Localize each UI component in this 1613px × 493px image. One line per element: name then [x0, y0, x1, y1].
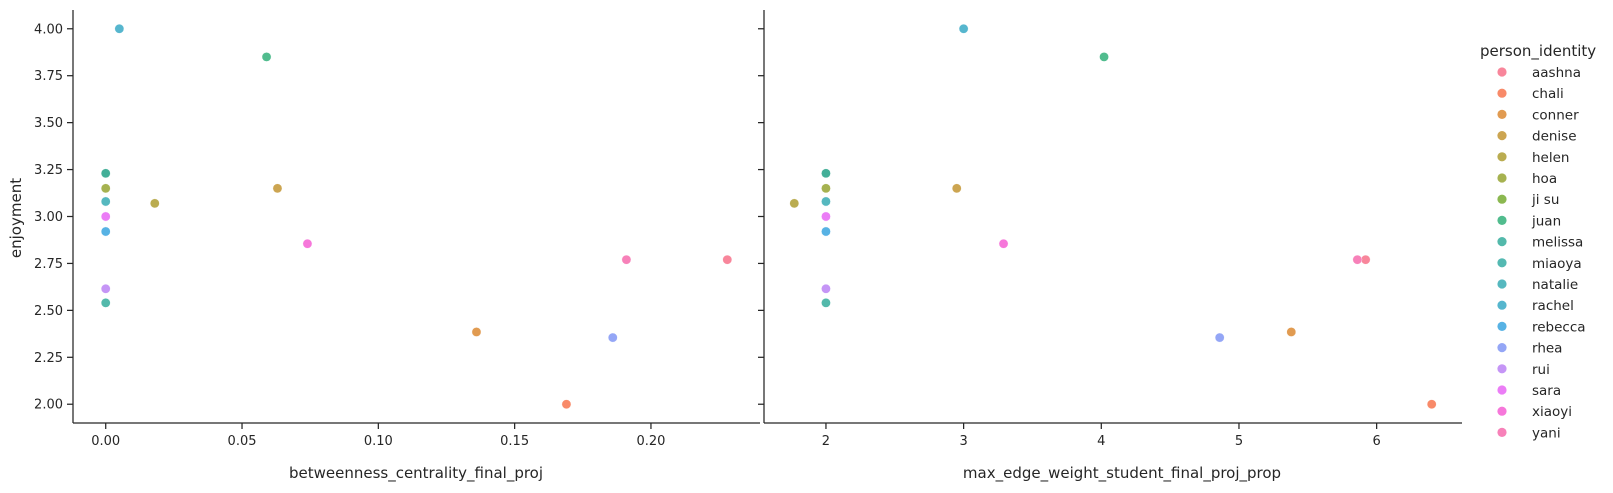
x-tick-label: 3 [959, 434, 967, 449]
legend-marker-juan [1497, 215, 1507, 225]
point-miaoya [100, 168, 111, 179]
legend-label-rhea: rhea [1532, 341, 1562, 357]
point-natalie [100, 196, 111, 207]
legend-marker-xiaoyi [1497, 406, 1507, 416]
legend-label-xiaoyi: xiaoyi [1532, 404, 1572, 420]
x-axis-label-left: betweenness_centrality_final_proj [289, 464, 543, 483]
legend-marker-conner [1497, 109, 1507, 119]
y-tick-label: 2.25 [34, 351, 63, 366]
legend-label-denise: denise [1532, 129, 1577, 145]
legend-marker-hoa [1497, 173, 1507, 183]
y-axis-label: enjoyment [7, 178, 25, 258]
legend-marker-yani [1497, 427, 1507, 437]
legend-marker-rachel [1497, 300, 1507, 310]
legend-label-rebecca: rebecca [1532, 319, 1586, 335]
point-conner [1286, 327, 1297, 337]
legend: aashna chali conner denise helen hoa ji su juan… [1497, 65, 1586, 441]
y-tick-label: 4.00 [34, 22, 63, 37]
legend-title: person_identity [1480, 42, 1596, 61]
point-rachel [958, 23, 969, 34]
point-natalie [821, 196, 831, 207]
point-rhea [1214, 332, 1225, 343]
x-tick-label: 5 [1235, 434, 1243, 449]
point-rebecca [821, 226, 831, 237]
x-tick-label: 0.05 [228, 434, 257, 449]
x-tick-label: 0.00 [91, 434, 120, 449]
legend-label-natalie: natalie [1532, 277, 1578, 293]
y-tick-label: 2.50 [34, 304, 63, 319]
plot-layer: 2.00 2.25 2.50 2.75 3.00 3.25 3.50 3.75 4.00 0.00… [34, 10, 1462, 449]
legend-marker-chali [1497, 88, 1507, 98]
point-rachel [114, 23, 125, 34]
legend-label-conner: conner [1532, 107, 1579, 123]
legend-label-melissa: melissa [1532, 235, 1583, 251]
point-chali [561, 399, 572, 410]
legend-marker-miaoya [1497, 258, 1507, 268]
point-xiaoyi [998, 238, 1009, 249]
legend-label-miaoya: miaoya [1532, 256, 1582, 272]
point-juan [261, 52, 272, 62]
legend-marker-rebecca [1497, 321, 1507, 331]
point-aashna [1360, 254, 1371, 265]
legend-marker-ji-su [1497, 194, 1507, 204]
legend-label-juan: juan [1531, 213, 1561, 229]
x-tick-label: 2 [822, 434, 830, 449]
point-juan [1099, 52, 1109, 62]
legend-marker-sara [1497, 385, 1507, 395]
legend-marker-denise [1497, 131, 1507, 141]
legend-marker-helen [1497, 152, 1507, 162]
point-rui [100, 283, 111, 294]
point-denise [951, 183, 962, 194]
point-hoa [100, 183, 111, 194]
point-miaoya [821, 168, 831, 179]
point-rui [821, 283, 831, 294]
y-tick-label: 2.00 [34, 398, 63, 413]
y-tick-label: 3.25 [34, 163, 63, 178]
legend-label-chali: chali [1532, 86, 1564, 102]
x-tick-label: 6 [1373, 434, 1381, 449]
y-tick-label: 2.75 [34, 257, 63, 272]
legend-marker-rhea [1497, 343, 1507, 353]
legend-label-rachel: rachel [1532, 298, 1574, 314]
point-xiaoyi [302, 238, 313, 249]
legend-label-yani: yani [1532, 425, 1561, 441]
point-sara [821, 211, 831, 222]
point-conner [471, 327, 482, 337]
legend-label-ji-su: ji su [1531, 192, 1559, 208]
legend-marker-aashna [1497, 67, 1507, 77]
point-yani [621, 254, 632, 265]
x-tick-label: 0.15 [500, 434, 529, 449]
legend-label-rui: rui [1532, 362, 1550, 378]
y-tick-label: 3.50 [34, 116, 63, 131]
point-rhea [607, 332, 618, 343]
x-tick-label: 0.20 [636, 434, 665, 449]
legend-marker-rui [1497, 364, 1507, 374]
point-melissa [100, 298, 111, 308]
x-tick-label: 0.10 [364, 434, 393, 449]
legend-label-hoa: hoa [1532, 171, 1557, 187]
point-rebecca [100, 226, 111, 237]
point-chali [1426, 399, 1437, 410]
legend-label-aashna: aashna [1532, 65, 1581, 81]
y-tick-label: 3.00 [34, 210, 63, 225]
point-helen [149, 198, 160, 209]
legend-marker-natalie [1497, 279, 1507, 289]
point-sara [100, 211, 111, 222]
point-yani [1352, 254, 1363, 265]
point-helen [789, 198, 800, 209]
point-denise [272, 183, 283, 194]
legend-label-helen: helen [1532, 150, 1569, 166]
legend-label-sara: sara [1532, 383, 1561, 399]
x-axis-label-right: max_edge_weight_student_final_proj_prop [963, 464, 1281, 483]
point-aashna [722, 254, 733, 265]
point-melissa [821, 298, 831, 308]
legend-marker-melissa [1497, 237, 1507, 247]
y-tick-label: 3.75 [34, 69, 63, 84]
point-hoa [821, 183, 831, 194]
x-tick-label: 4 [1097, 434, 1105, 449]
